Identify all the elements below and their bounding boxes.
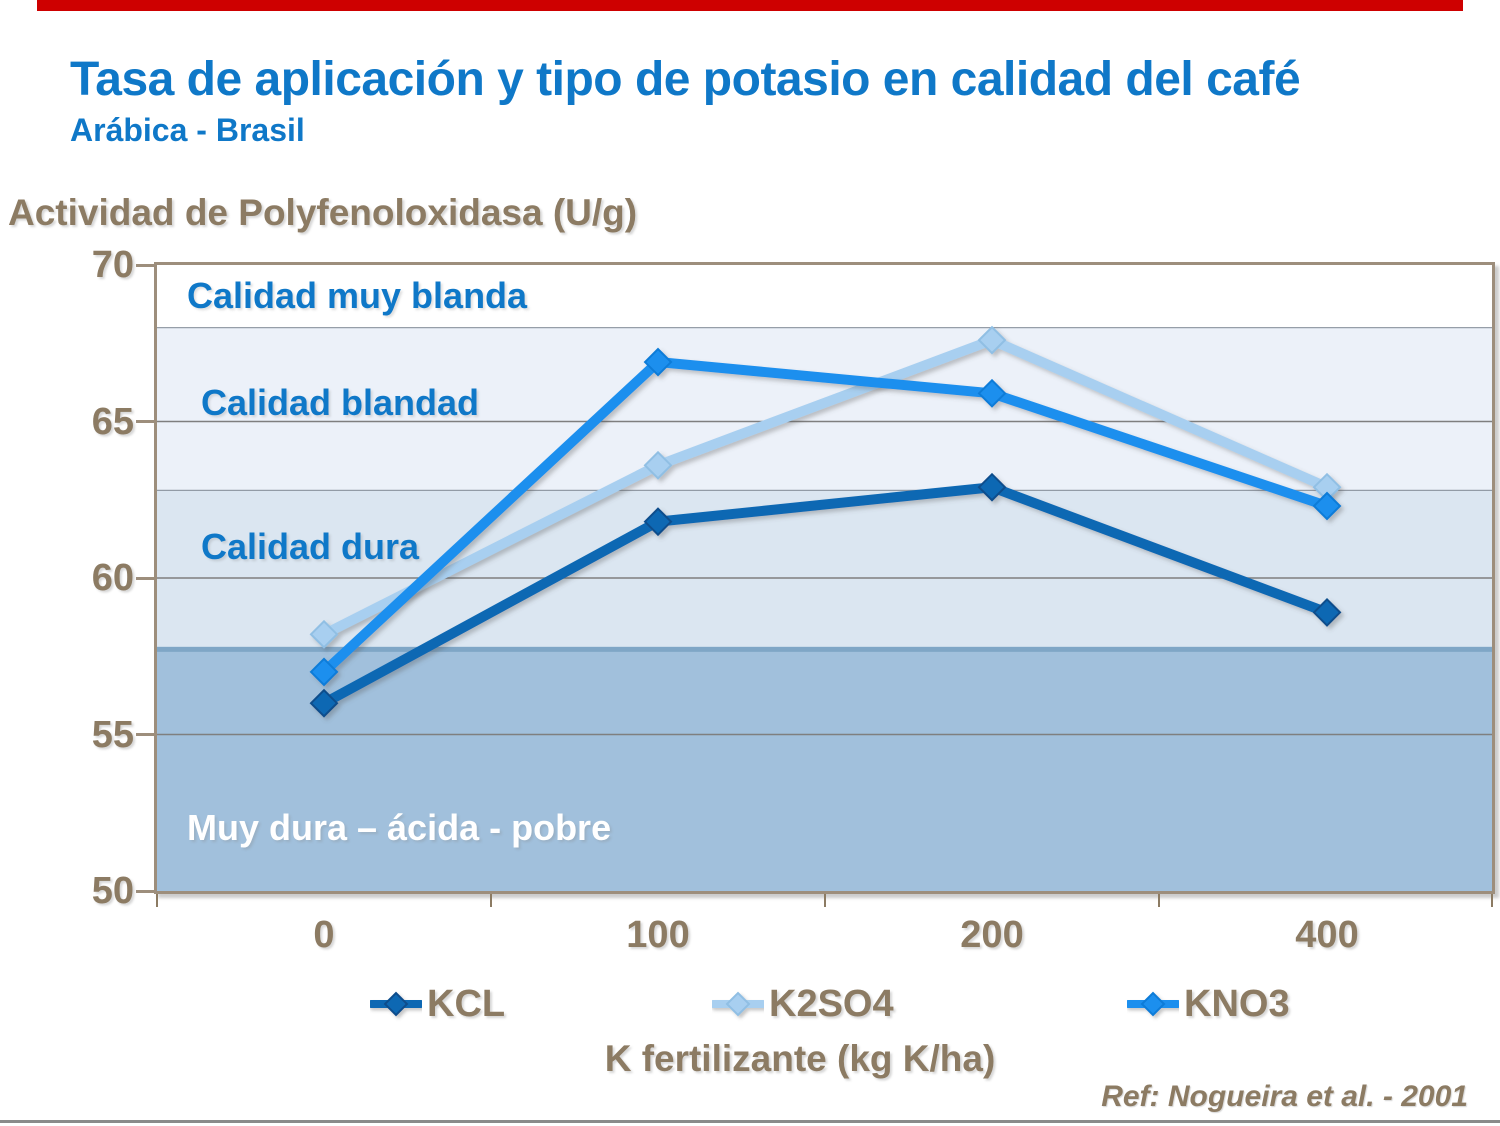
ytick-label-70: 70 (91, 244, 134, 286)
series-KNO3 (309, 347, 1342, 687)
chart-canvas (157, 265, 1492, 891)
data-point-KCL-400 (1312, 598, 1342, 627)
xtick-mark-0 (156, 894, 158, 907)
legend-label-K2SO4: K2SO4 (769, 983, 894, 1025)
data-point-K2SO4-200 (977, 325, 1007, 355)
band-label-0: Calidad muy blanda (187, 275, 528, 317)
quality-band-2 (157, 490, 1492, 647)
series-line-KCL (319, 482, 1332, 709)
page-title: Tasa de aplicación y tipo de potasio en … (70, 53, 1301, 106)
page-subtitle: Arábica - Brasil (70, 112, 305, 148)
band-label-1: Calidad blandad (201, 381, 480, 423)
band-top-edge (157, 646, 1492, 652)
ytick-mark-70 (136, 263, 154, 267)
xtick-mark-2 (824, 894, 826, 907)
series-K2SO4 (309, 325, 1342, 649)
ytick-mark-50 (136, 889, 154, 893)
x-axis-title: K fertilizante (kg K/ha) (604, 1038, 996, 1079)
xtick-mark-4 (1491, 894, 1493, 907)
xtick-label-0: 0 (313, 914, 335, 956)
band-label-3: Muy dura – ácida - pobre (187, 807, 612, 849)
legend-item-KCL: KCL (370, 984, 505, 1024)
ytick-label-65: 65 (91, 400, 134, 443)
data-point-K2SO4-400 (1312, 472, 1342, 502)
xtick-label-100: 100 (626, 914, 690, 956)
data-point-KCL-100 (643, 507, 673, 537)
legend-marker-KCL (370, 991, 422, 1017)
series-line-KNO3 (319, 357, 1332, 677)
y-axis-title: Actividad de Polyfenoloxidasa (U/g) (8, 192, 638, 233)
data-point-KNO3-0 (309, 657, 339, 687)
data-point-K2SO4-100 (643, 450, 673, 480)
reference-note: Ref: Nogueira et al. - 2001 (1101, 1080, 1468, 1113)
xtick-label-400: 400 (1295, 914, 1359, 956)
series-line-K2SO4 (319, 335, 1332, 640)
xtick-mark-1 (490, 894, 492, 907)
ytick-label-50: 50 (91, 870, 134, 912)
data-point-KNO3-400 (1312, 491, 1342, 521)
ytick-mark-65 (136, 420, 154, 423)
top-accent-bar (37, 0, 1463, 11)
ytick-mark-55 (136, 733, 154, 736)
legend-label-KCL: KCL (427, 983, 506, 1025)
band-label-2: Calidad dura (201, 525, 420, 567)
legend-marker-KNO3 (1127, 991, 1179, 1017)
quality-band-0 (157, 265, 1492, 328)
legend-item-KNO3: KNO3 (1127, 984, 1290, 1024)
data-point-K2SO4-0 (309, 619, 339, 649)
legend-marker-K2SO4 (712, 991, 764, 1017)
ytick-label-60: 60 (91, 557, 134, 599)
data-point-KCL-0 (309, 688, 339, 718)
data-point-KCL-200 (977, 472, 1007, 502)
quality-band-3 (157, 646, 1492, 891)
ytick-label-55: 55 (91, 713, 134, 756)
legend-label-KNO3: KNO3 (1184, 983, 1290, 1025)
xtick-label-200: 200 (960, 914, 1024, 956)
data-point-KNO3-200 (977, 378, 1007, 408)
data-point-KNO3-100 (643, 347, 673, 377)
xtick-mark-3 (1158, 894, 1160, 907)
ytick-mark-60 (136, 576, 154, 580)
series-KCL (309, 472, 1342, 718)
bottom-divider-line (0, 1120, 1500, 1123)
legend-item-K2SO4: K2SO4 (712, 984, 894, 1024)
plot-area: Calidad muy blanda Calidad blandad Calidad… (154, 262, 1495, 894)
